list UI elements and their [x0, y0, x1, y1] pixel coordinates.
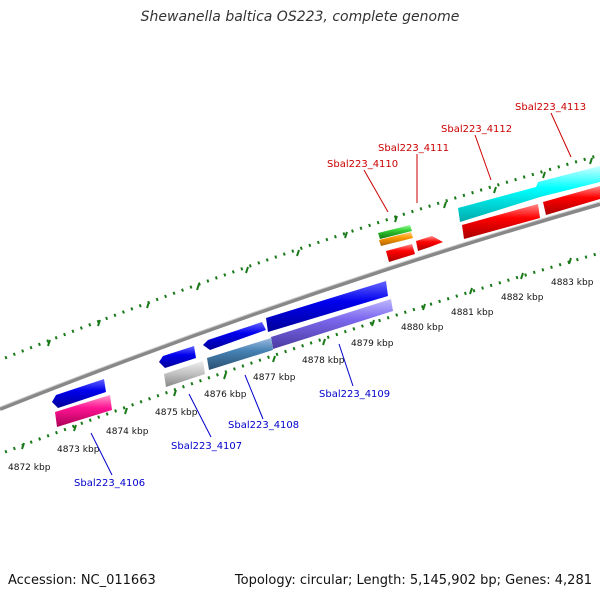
reverse-genes	[52, 281, 393, 427]
gene-4108-steel[interactable]	[207, 338, 273, 370]
gene-label: Sbal223_4106	[74, 478, 145, 489]
gene-4110-orange[interactable]	[379, 232, 413, 246]
gene-4113-cyan[interactable]	[458, 166, 600, 222]
gene-4110-green[interactable]	[378, 225, 412, 239]
gene-4113-red[interactable]	[543, 186, 600, 215]
ruler-label: 4872 kbp	[8, 463, 51, 473]
ruler-label: 4880 kbp	[401, 323, 444, 333]
gene-label: Sbal223_4110	[327, 159, 398, 170]
gene-4109-blue[interactable]	[266, 281, 388, 332]
ruler-label: 4877 kbp	[253, 373, 296, 383]
gene-4107-gray[interactable]	[164, 361, 205, 387]
gene-4108-blue[interactable]	[203, 322, 266, 350]
outer-major-ticks	[47, 157, 593, 347]
ruler-label: 4874 kbp	[106, 427, 149, 437]
gene-4106-blue[interactable]	[52, 379, 106, 408]
gene-label: Sbal223_4112	[441, 124, 512, 135]
ruler-label: 4882 kbp	[501, 293, 544, 303]
gene-4110-red[interactable]	[386, 244, 415, 262]
ruler-label: 4873 kbp	[57, 445, 100, 455]
gene-label: Sbal223_4107	[171, 441, 242, 452]
ruler-label: 4875 kbp	[155, 408, 198, 418]
map-title: Shewanella baltica OS223, complete genom…	[140, 9, 460, 25]
gene-4112-red[interactable]	[462, 204, 540, 239]
ruler-label: 4879 kbp	[351, 339, 394, 349]
ruler-label: 4878 kbp	[302, 356, 345, 366]
gene-4109-purple[interactable]	[271, 299, 393, 349]
gene-4111-red[interactable]	[416, 236, 443, 251]
accession-text: Accession: NC_011663	[8, 573, 156, 588]
major-ticks	[21, 257, 572, 450]
gene-label: Sbal223_4111	[378, 143, 449, 154]
gene-label: Sbal223_4109	[319, 389, 390, 400]
genome-backbone	[0, 202, 600, 411]
ruler-label: 4881 kbp	[451, 308, 494, 318]
ruler-label: 4883 kbp	[551, 278, 594, 288]
genome-summary-text: Topology: circular; Length: 5,145,902 bp…	[234, 573, 592, 588]
forward-genes	[378, 166, 600, 262]
inner-tick-ruler	[4, 251, 600, 454]
gene-4107-blue[interactable]	[159, 346, 196, 368]
gene-4106-magenta[interactable]	[55, 395, 112, 427]
gene-label: Sbal223_4108	[228, 420, 299, 431]
leader-lines	[90, 112, 572, 476]
outer-tick-ruler	[4, 153, 600, 360]
gene-label: Sbal223_4113	[515, 102, 586, 113]
ruler-label: 4876 kbp	[204, 390, 247, 400]
